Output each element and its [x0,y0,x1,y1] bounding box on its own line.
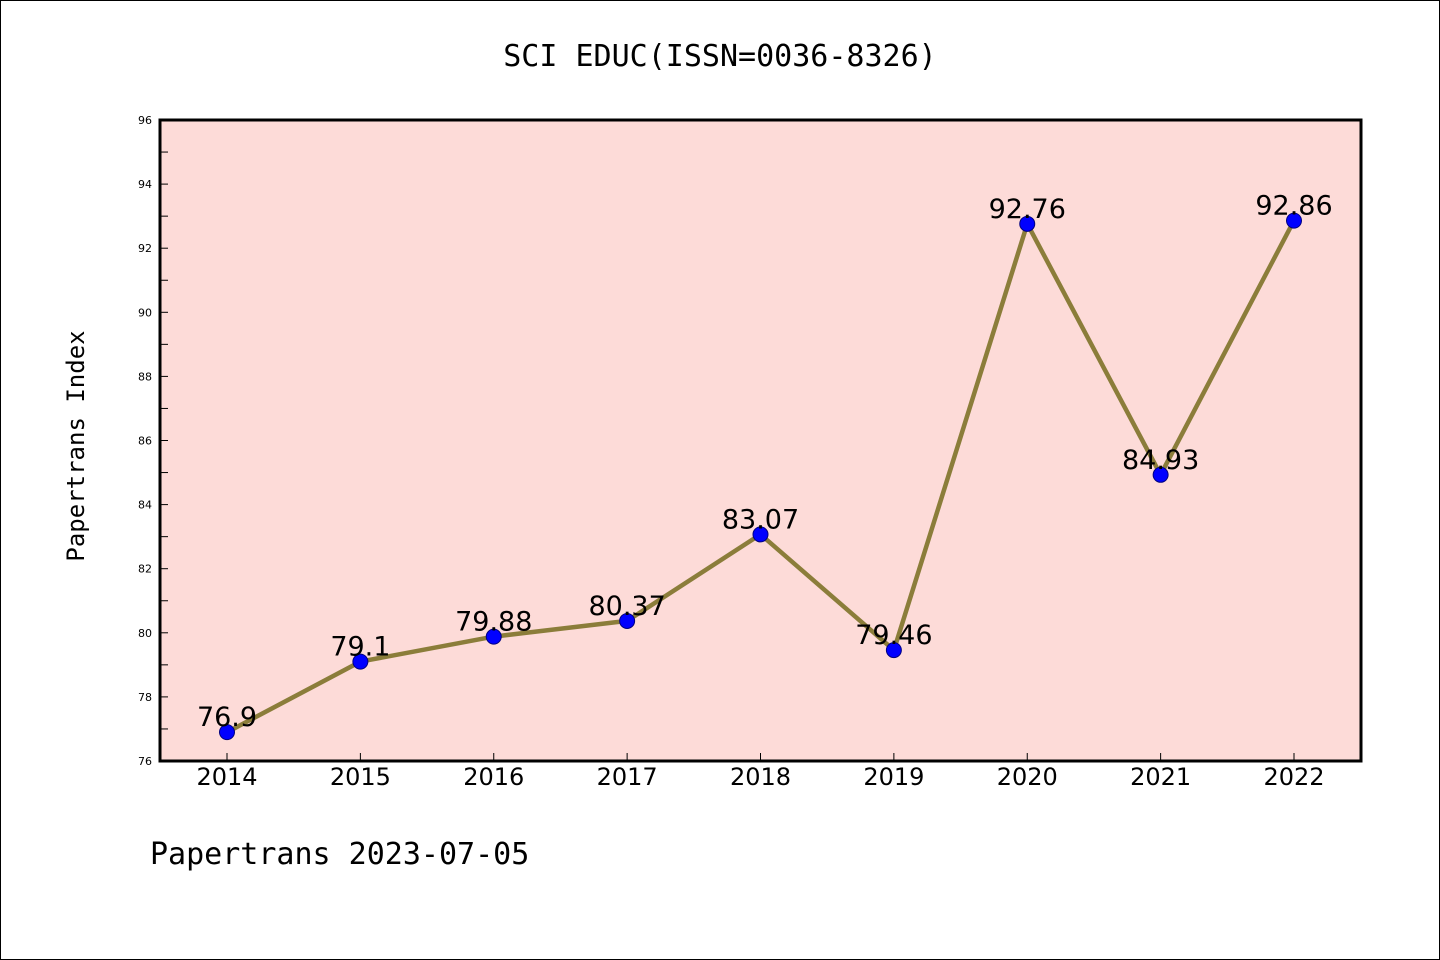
data-point [352,653,369,670]
y-tick-label: 86 [138,435,152,448]
x-tick-label: 2014 [196,763,257,791]
y-tick-label: 94 [138,178,152,191]
y-tick-label: 78 [138,691,152,704]
y-tick-label: 80 [138,627,152,640]
y-tick-label: 90 [138,306,152,319]
data-label: 76.9 [197,702,257,733]
data-labels: 76.9 79.1 79.88 80.37 83.07 79.46 92.76 84.93 92… [197,191,1333,734]
data-label: 79.1 [330,632,390,663]
data-label: 79.46 [855,620,932,651]
data-label: 84.93 [1122,445,1199,476]
x-tick-label: 2019 [863,763,924,791]
y-axis-ticks: 76 78 80 82 84 86 88 90 92 94 96 [138,114,168,768]
data-label: 79.88 [455,607,532,638]
footer-text: Papertrans 2023-07-05 [150,837,529,872]
x-tick-label: 2021 [1130,763,1191,791]
x-tick-label: 2022 [1263,763,1324,791]
data-label: 92.86 [1255,191,1332,222]
x-tick-label: 2018 [730,763,791,791]
data-point [219,724,235,741]
data-point [752,526,769,543]
x-tick-label: 2020 [997,763,1058,791]
data-point [619,612,636,629]
y-tick-label: 88 [138,370,152,383]
data-markers [219,212,1302,741]
x-axis-ticks: 2014 2015 2016 2017 2018 2019 2020 2021 2022 [196,753,1325,791]
data-point [1152,466,1169,483]
y-tick-label: 76 [138,755,152,768]
data-label: 92.76 [989,194,1066,225]
x-tick-label: 2015 [330,763,391,791]
y-axis-label: Papertrans Index [62,330,90,561]
data-label: 83.07 [722,504,799,535]
x-tick-label: 2016 [463,763,524,791]
y-tick-label: 84 [138,499,152,512]
data-point [1019,215,1036,232]
data-point [1286,212,1302,229]
x-tick-label: 2017 [597,763,658,791]
data-point [485,628,502,645]
data-label: 80.37 [588,591,665,622]
y-tick-label: 82 [138,563,152,576]
y-tick-label: 92 [138,242,152,255]
data-point [885,642,902,659]
y-tick-label: 96 [138,114,152,127]
chart-title: SCI EDUC(ISSN=0036-8326) [503,39,936,74]
